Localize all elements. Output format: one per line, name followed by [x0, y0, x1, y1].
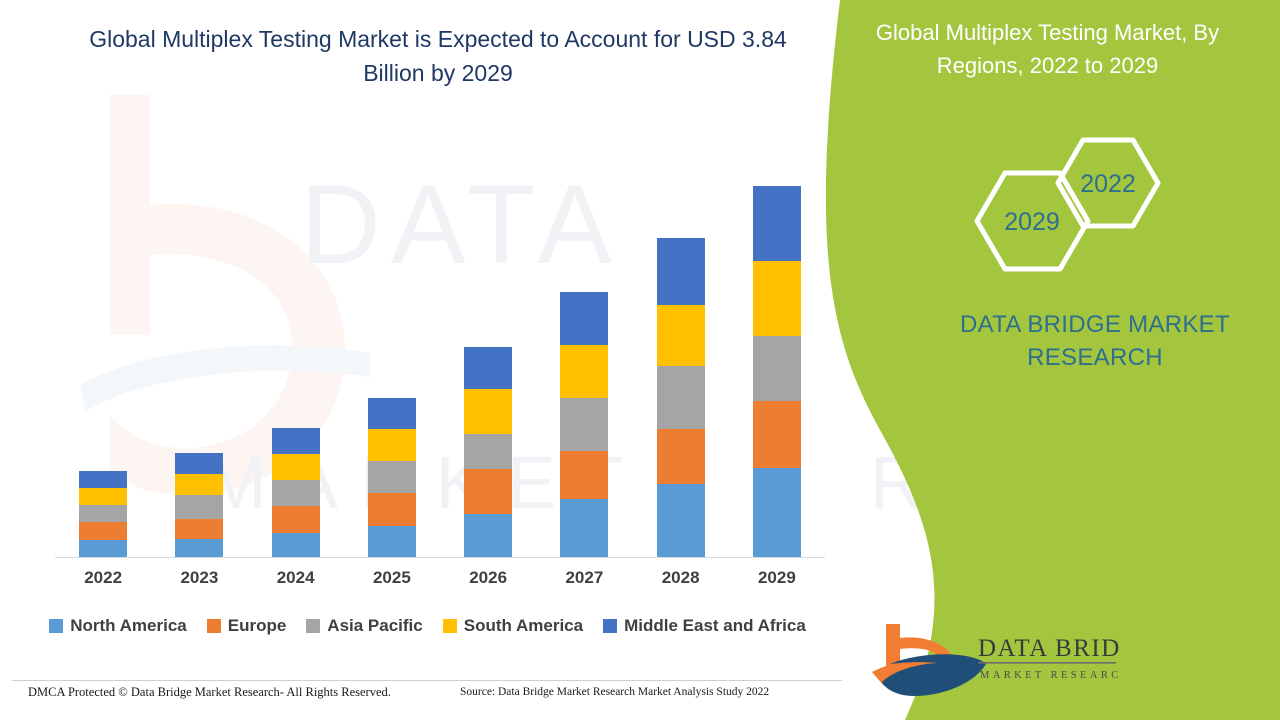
bar-segment-south-america [271, 454, 320, 480]
bar-segment-asia-pacific [752, 336, 801, 401]
bar-segment-north-america [464, 514, 513, 558]
bar-segment-north-america [175, 539, 224, 558]
bar-segment-south-america [464, 389, 513, 434]
bar-column-2027[interactable] [560, 292, 609, 558]
x-axis-label-2028: 2028 [661, 568, 700, 587]
bar-segment-asia-pacific [464, 434, 513, 469]
bar-segment-europe [656, 429, 705, 484]
bar-segment-europe [752, 401, 801, 468]
logo-primary-text: DATA BRIDGE [978, 635, 1120, 662]
legend-item-south-america[interactable]: South America [442, 616, 584, 636]
legend-item-middle-east-and-africa[interactable]: Middle East and Africa [603, 616, 806, 636]
footer-divider [12, 680, 842, 681]
legend-swatch-icon [306, 619, 321, 633]
bar-segment-north-america [79, 540, 128, 558]
hexagon-outline-2022 [1055, 137, 1161, 229]
bar-segment-europe [175, 519, 224, 539]
chart-plot-area [55, 150, 825, 558]
bar-segment-europe [271, 506, 320, 533]
hexagon-label-2029: 2029 [1004, 208, 1060, 236]
logo-secondary-text: MARKET RESEARCH [980, 670, 1120, 681]
footer-source: Source: Data Bridge Market Research Mark… [460, 686, 770, 698]
x-axis-label-2025: 2025 [372, 568, 411, 587]
hexagon-group: 2022 2029 [965, 128, 1195, 288]
legend-item-north-america[interactable]: North America [49, 616, 187, 636]
legend-swatch-icon [442, 619, 457, 633]
legend-item-asia-pacific[interactable]: Asia Pacific [306, 616, 423, 636]
stacked-bar-chart: 2022 2023 2024 2025 2026 2027 2028 2029 [55, 150, 825, 598]
x-axis-label-2023: 2023 [180, 568, 219, 587]
bar-segment-asia-pacific [656, 366, 705, 429]
hexagon-svg: 2022 2029 [974, 137, 1161, 272]
bar-segment-middle-east-and-africa [79, 471, 128, 488]
bar-column-2026[interactable] [464, 347, 513, 558]
legend-label: Europe [227, 616, 287, 635]
footer-copyright: DMCA Protected © Data Bridge Market Rese… [28, 685, 391, 699]
x-axis-line [55, 557, 825, 558]
bar-segment-north-america [367, 526, 416, 558]
legend-label: South America [463, 616, 584, 635]
bar-segment-europe [367, 493, 416, 526]
bar-segment-europe [464, 469, 513, 514]
x-axis-labels: 2022 2023 2024 2025 2026 2027 2028 2029 [55, 568, 825, 598]
x-axis-label-2027: 2027 [565, 568, 604, 587]
chart-legend: North America Europe Asia Pacific South Ame… [0, 616, 855, 636]
bar-segment-asia-pacific [271, 480, 320, 506]
brand-name: DATA BRIDGE MARKET RESEARCH [940, 308, 1250, 374]
bar-segment-middle-east-and-africa [175, 453, 224, 474]
bar-segment-asia-pacific [175, 495, 224, 519]
hexagon-label-2022: 2022 [1080, 170, 1136, 198]
brand-name-line1: DATA BRIDGE MARKET [960, 311, 1230, 338]
bar-column-2024[interactable] [271, 428, 320, 558]
bar-segment-asia-pacific [367, 461, 416, 493]
x-axis-label-2024: 2024 [276, 568, 315, 587]
bar-segment-middle-east-and-africa [464, 347, 513, 389]
x-axis-label-2026: 2026 [469, 568, 508, 587]
legend-item-europe[interactable]: Europe [206, 616, 287, 636]
legend-swatch-icon [603, 619, 618, 633]
bar-column-2022[interactable] [79, 471, 128, 558]
data-bridge-logo: DATA BRIDGE MARKET RESEARCH [872, 624, 1120, 696]
bar-segment-south-america [79, 488, 128, 505]
bar-column-2023[interactable] [175, 453, 224, 558]
x-axis-label-2029: 2029 [757, 568, 796, 587]
bar-segment-europe [79, 522, 128, 540]
bar-column-2028[interactable] [656, 238, 705, 558]
bar-segment-middle-east-and-africa [656, 238, 705, 305]
bar-segment-europe [560, 451, 609, 499]
page-title: Global Multiplex Testing Market is Expec… [89, 26, 787, 86]
bar-segment-middle-east-and-africa [367, 398, 416, 429]
brand-panel: Global Multiplex Testing Market, By Regi… [810, 0, 1280, 720]
bar-segment-asia-pacific [560, 398, 609, 451]
bar-segment-north-america [752, 468, 801, 558]
bar-segment-south-america [367, 429, 416, 461]
legend-label: Middle East and Africa [624, 616, 806, 635]
bar-segment-asia-pacific [79, 505, 128, 522]
green-panel-shape [825, 0, 1280, 720]
panel-title: Global Multiplex Testing Market, By Regi… [875, 20, 1220, 78]
x-axis-label-2022: 2022 [84, 568, 123, 587]
hexagon-outline-2029 [974, 170, 1091, 272]
bar-segment-north-america [560, 499, 609, 558]
legend-label: North America [70, 616, 187, 635]
bar-segment-middle-east-and-africa [560, 292, 609, 345]
bar-segment-south-america [752, 261, 801, 336]
legend-swatch-icon [49, 619, 64, 633]
bar-segment-middle-east-and-africa [752, 186, 801, 261]
legend-swatch-icon [206, 619, 221, 633]
bar-segment-south-america [656, 305, 705, 366]
bar-segment-south-america [175, 474, 224, 495]
bar-segment-north-america [271, 533, 320, 558]
legend-label: Asia Pacific [327, 616, 423, 635]
bar-segment-south-america [560, 345, 609, 398]
bar-segment-middle-east-and-africa [271, 428, 320, 454]
bar-column-2029[interactable] [752, 186, 801, 558]
brand-name-line2: RESEARCH [1027, 344, 1163, 371]
bar-segment-north-america [656, 484, 705, 558]
bar-column-2025[interactable] [367, 398, 416, 558]
